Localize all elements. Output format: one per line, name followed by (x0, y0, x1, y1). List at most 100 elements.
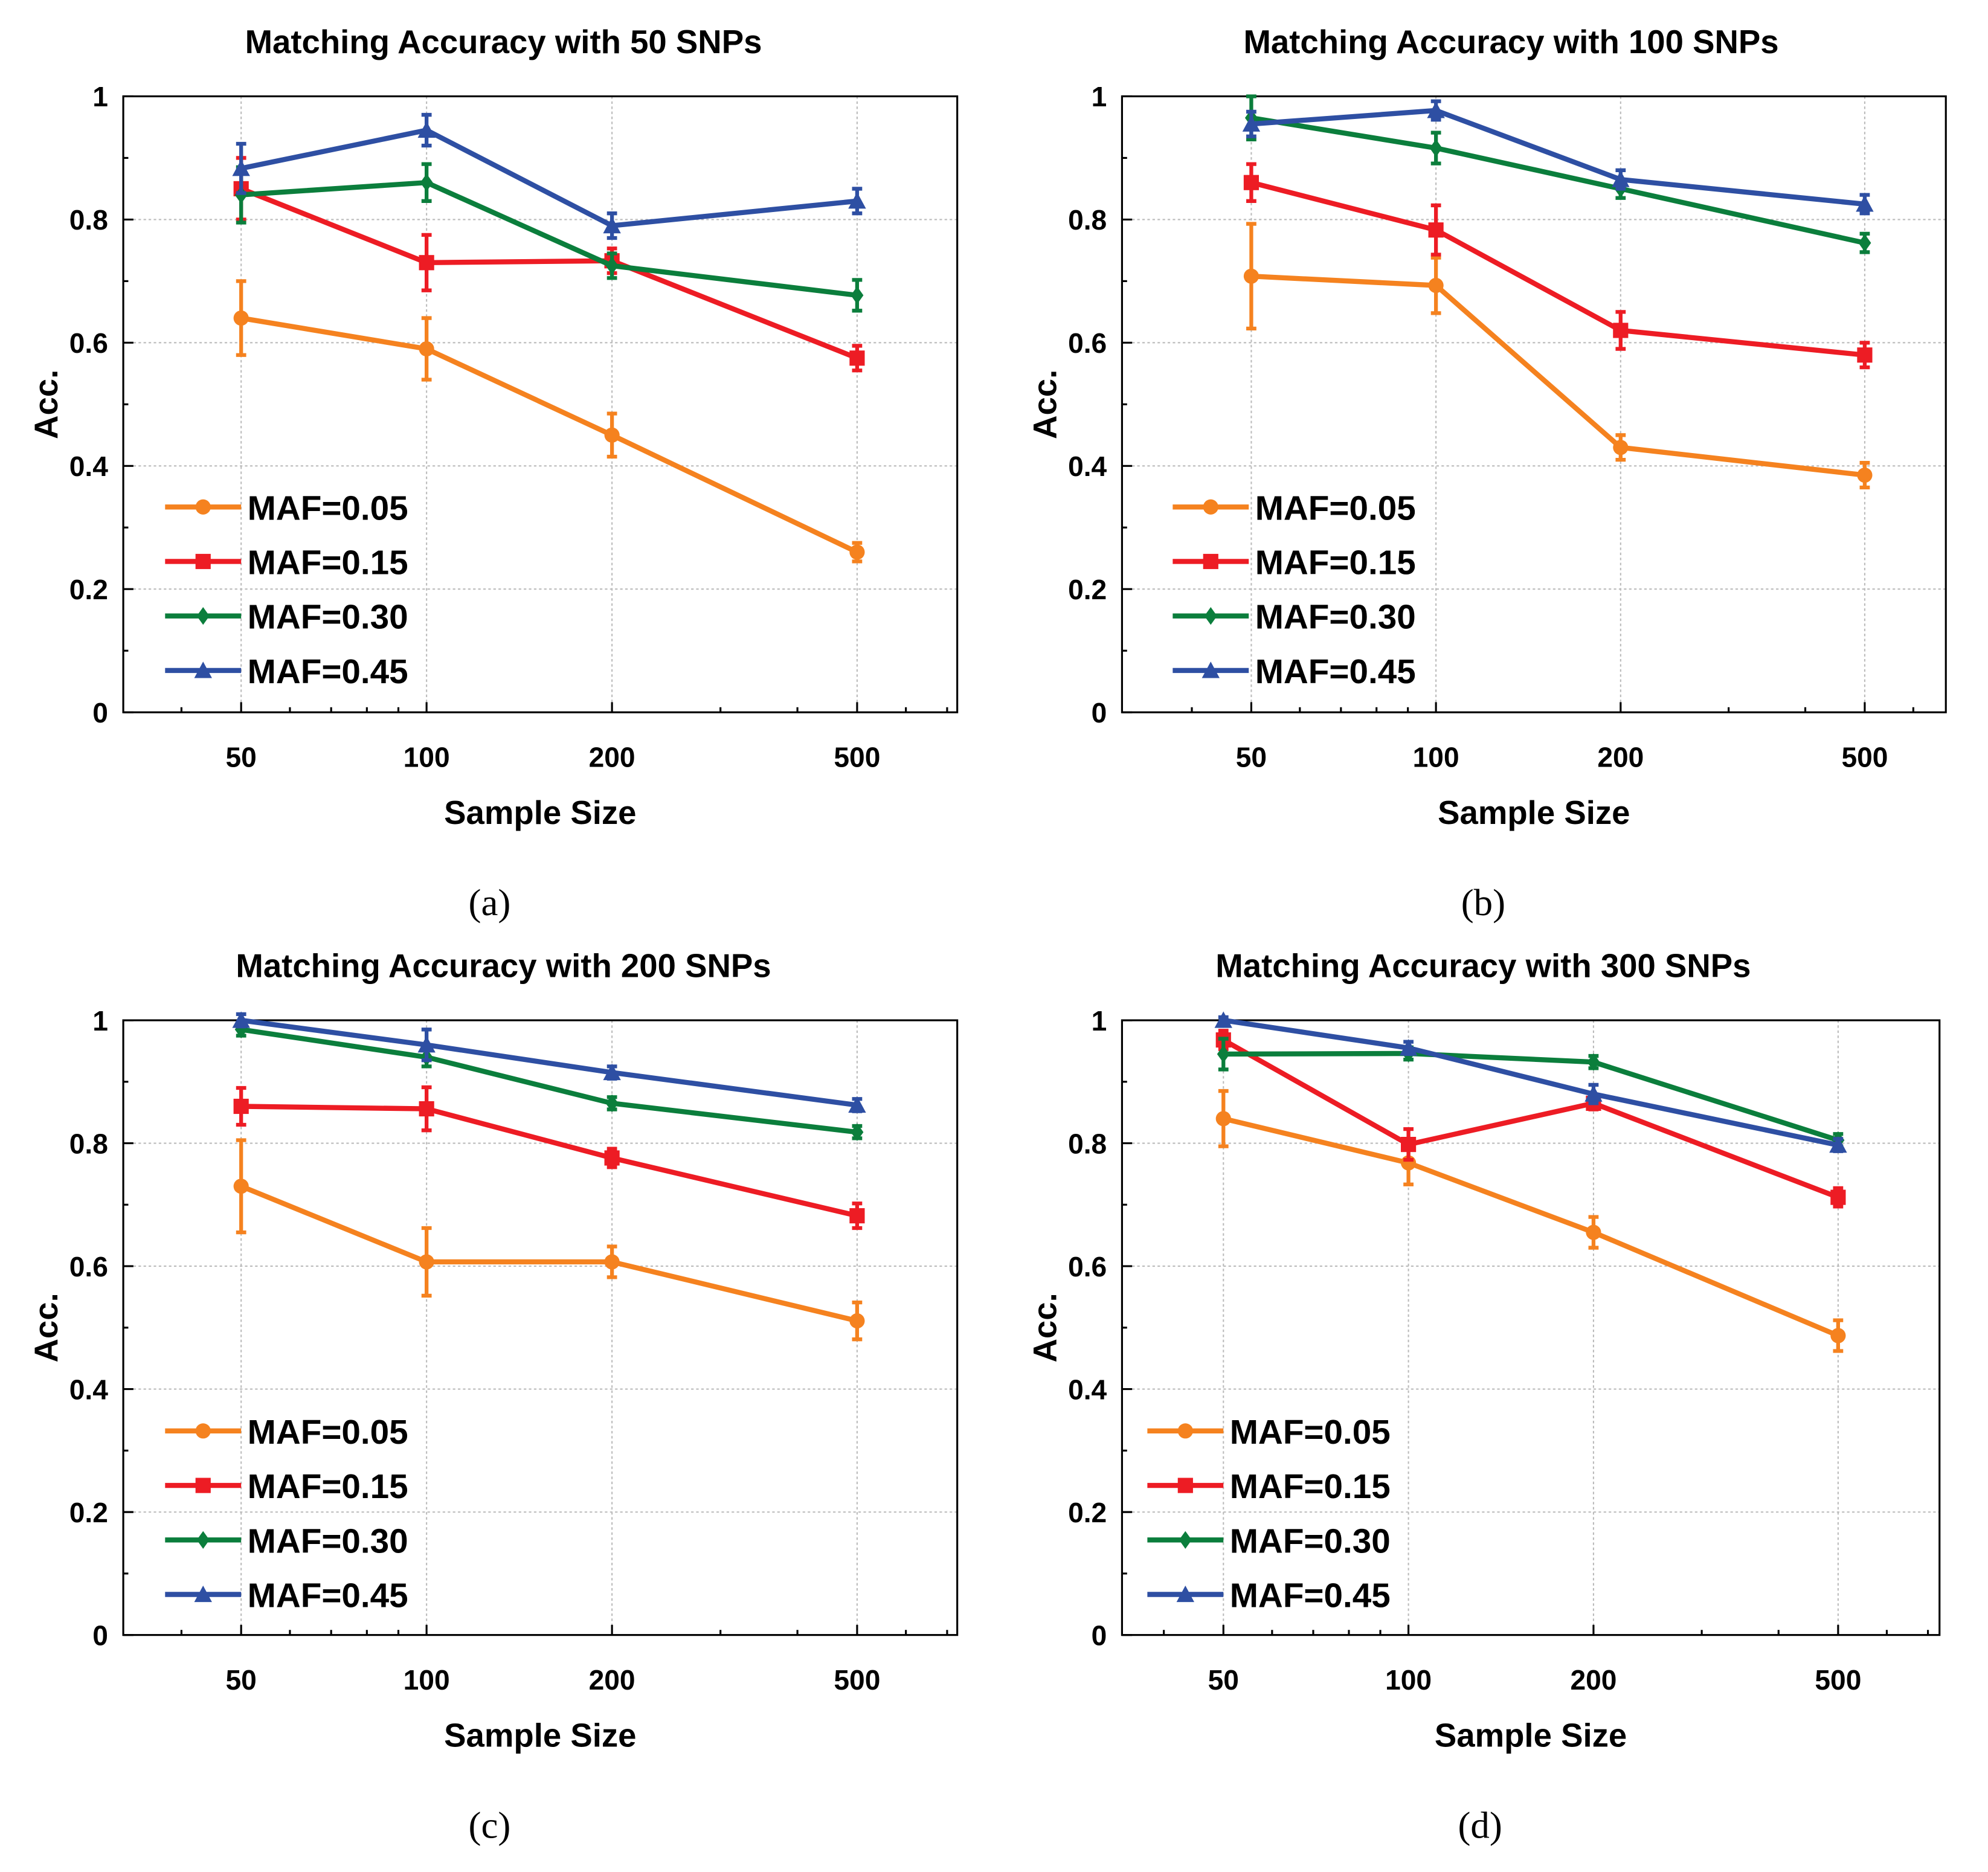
series-MAF=0.05 (1215, 1089, 1846, 1353)
marker-triangle (232, 1011, 250, 1028)
marker-square (1243, 175, 1259, 190)
x-axis-label: Sample Size (444, 1717, 636, 1754)
marker-circle (1177, 1423, 1193, 1439)
marker-triangle (1856, 195, 1874, 212)
marker-square (849, 350, 865, 366)
series-line (1250, 180, 1865, 358)
y-tick-label: 0.8 (1068, 204, 1107, 236)
x-tick-label: 100 (1385, 1664, 1432, 1696)
marker-triangle (1829, 1136, 1847, 1153)
legend-entry: MAF=0.15 (165, 544, 408, 582)
y-tick-label: 0.2 (69, 574, 108, 605)
marker-diamond (1204, 607, 1217, 625)
panel-label: (a) (468, 881, 510, 924)
legend-entry: MAF=0.30 (165, 599, 408, 637)
x-tick-label: 50 (1208, 1664, 1239, 1696)
series-line (240, 1017, 858, 1108)
legend-label: MAF=0.45 (248, 1577, 408, 1615)
x-tick-label: 500 (834, 741, 880, 773)
marker-circle (1586, 1224, 1601, 1240)
series-line (240, 1183, 858, 1324)
panel-c: 0 0.2 0.4 0.6 0.8 1 50 100 200 500 Matching Accura… (28, 948, 959, 1846)
legend-label: MAF=0.15 (1255, 544, 1416, 582)
x-tick-label: 100 (1413, 741, 1459, 773)
marker-circle (849, 544, 865, 560)
panel-d: 0 0.2 0.4 0.6 0.8 1 50 100 200 500 Matching Accura… (1026, 948, 1941, 1846)
x-tick-label: 100 (404, 741, 450, 773)
chart-title: Matching Accuracy with 200 SNPs (236, 948, 771, 985)
marker-circle (1243, 268, 1259, 284)
series-line (1223, 1050, 1839, 1143)
series-line (1251, 274, 1865, 478)
marker-circle (1857, 467, 1873, 483)
chart-title: Matching Accuracy with 50 SNPs (245, 24, 762, 60)
legend-entry: MAF=0.30 (165, 1522, 408, 1560)
series-line (1223, 1116, 1839, 1338)
legend-entry: MAF=0.05 (165, 1414, 408, 1452)
x-axis-label: Sample Size (444, 794, 636, 831)
legend-label: MAF=0.45 (248, 653, 408, 691)
y-tick-label: 0 (92, 1620, 108, 1651)
marker-square (1401, 1136, 1417, 1153)
y-tick-label: 0 (92, 697, 108, 729)
legend-entry: MAF=0.45 (1173, 653, 1416, 691)
marker-triangle (1427, 101, 1445, 118)
marker-square (1830, 1189, 1846, 1205)
legend-label: MAF=0.30 (248, 599, 408, 637)
marker-circle (419, 341, 434, 357)
marker-triangle (603, 1063, 621, 1081)
marker-diamond (605, 257, 619, 275)
marker-circle (604, 427, 620, 443)
x-tick-label: 200 (589, 741, 635, 773)
y-tick-label: 0.2 (1068, 1497, 1107, 1528)
marker-diamond (851, 286, 864, 304)
x-axis-label: Sample Size (1438, 794, 1630, 831)
x-tick-label: 500 (834, 1664, 880, 1696)
y-axis-label: Acc. (1026, 370, 1063, 439)
y-tick-label: 0.2 (1068, 574, 1107, 605)
x-tick-label: 50 (226, 741, 257, 773)
marker-triangle (603, 216, 621, 234)
marker-square (849, 1208, 865, 1224)
marker-circle (195, 499, 211, 515)
marker-triangle (194, 661, 212, 678)
y-tick-label: 0.8 (1068, 1128, 1107, 1159)
y-axis-label: Acc. (1026, 1293, 1063, 1362)
chart-title: Matching Accuracy with 100 SNPs (1243, 24, 1778, 60)
series-line (1250, 115, 1865, 246)
panel-b: 0 0.2 0.4 0.6 0.8 1 50 100 200 500 Matching Accura… (1026, 24, 1947, 924)
series-MAF=0.30 (234, 162, 864, 313)
legend-entry: MAF=0.45 (165, 653, 408, 691)
series-MAF=0.45 (232, 112, 866, 240)
y-tick-label: 0.8 (69, 204, 108, 236)
marker-triangle (1201, 661, 1220, 678)
y-tick-label: 0.2 (69, 1497, 108, 1528)
y-tick-label: 0.4 (69, 451, 108, 482)
x-tick-label: 50 (1236, 741, 1267, 773)
series-MAF=0.15 (1243, 162, 1873, 370)
series-MAF=0.05 (233, 1138, 865, 1342)
y-tick-label: 0.8 (69, 1128, 108, 1159)
marker-circle (849, 1313, 865, 1329)
x-tick-label: 100 (404, 1664, 450, 1696)
marker-diamond (1179, 1531, 1192, 1549)
marker-triangle (232, 159, 250, 176)
marker-diamond (605, 1094, 619, 1113)
series-MAF=0.45 (1242, 99, 1874, 216)
series-line (240, 186, 858, 361)
marker-diamond (196, 607, 210, 625)
y-tick-label: 0.6 (69, 1251, 108, 1282)
legend-entry: MAF=0.45 (165, 1577, 408, 1615)
marker-square (233, 1098, 249, 1115)
series-MAF=0.15 (1215, 1029, 1846, 1209)
marker-triangle (1399, 1039, 1418, 1056)
marker-circle (233, 310, 249, 326)
marker-triangle (417, 121, 436, 138)
marker-triangle (1242, 115, 1261, 132)
y-tick-label: 0.4 (69, 1374, 108, 1405)
legend-entry: MAF=0.30 (1173, 599, 1416, 637)
series-MAF=0.30 (1217, 1037, 1845, 1150)
panel-a: 0 0.2 0.4 0.6 0.8 1 50 100 200 500 Matching Accura… (28, 24, 959, 924)
legend-label: MAF=0.05 (248, 489, 408, 527)
